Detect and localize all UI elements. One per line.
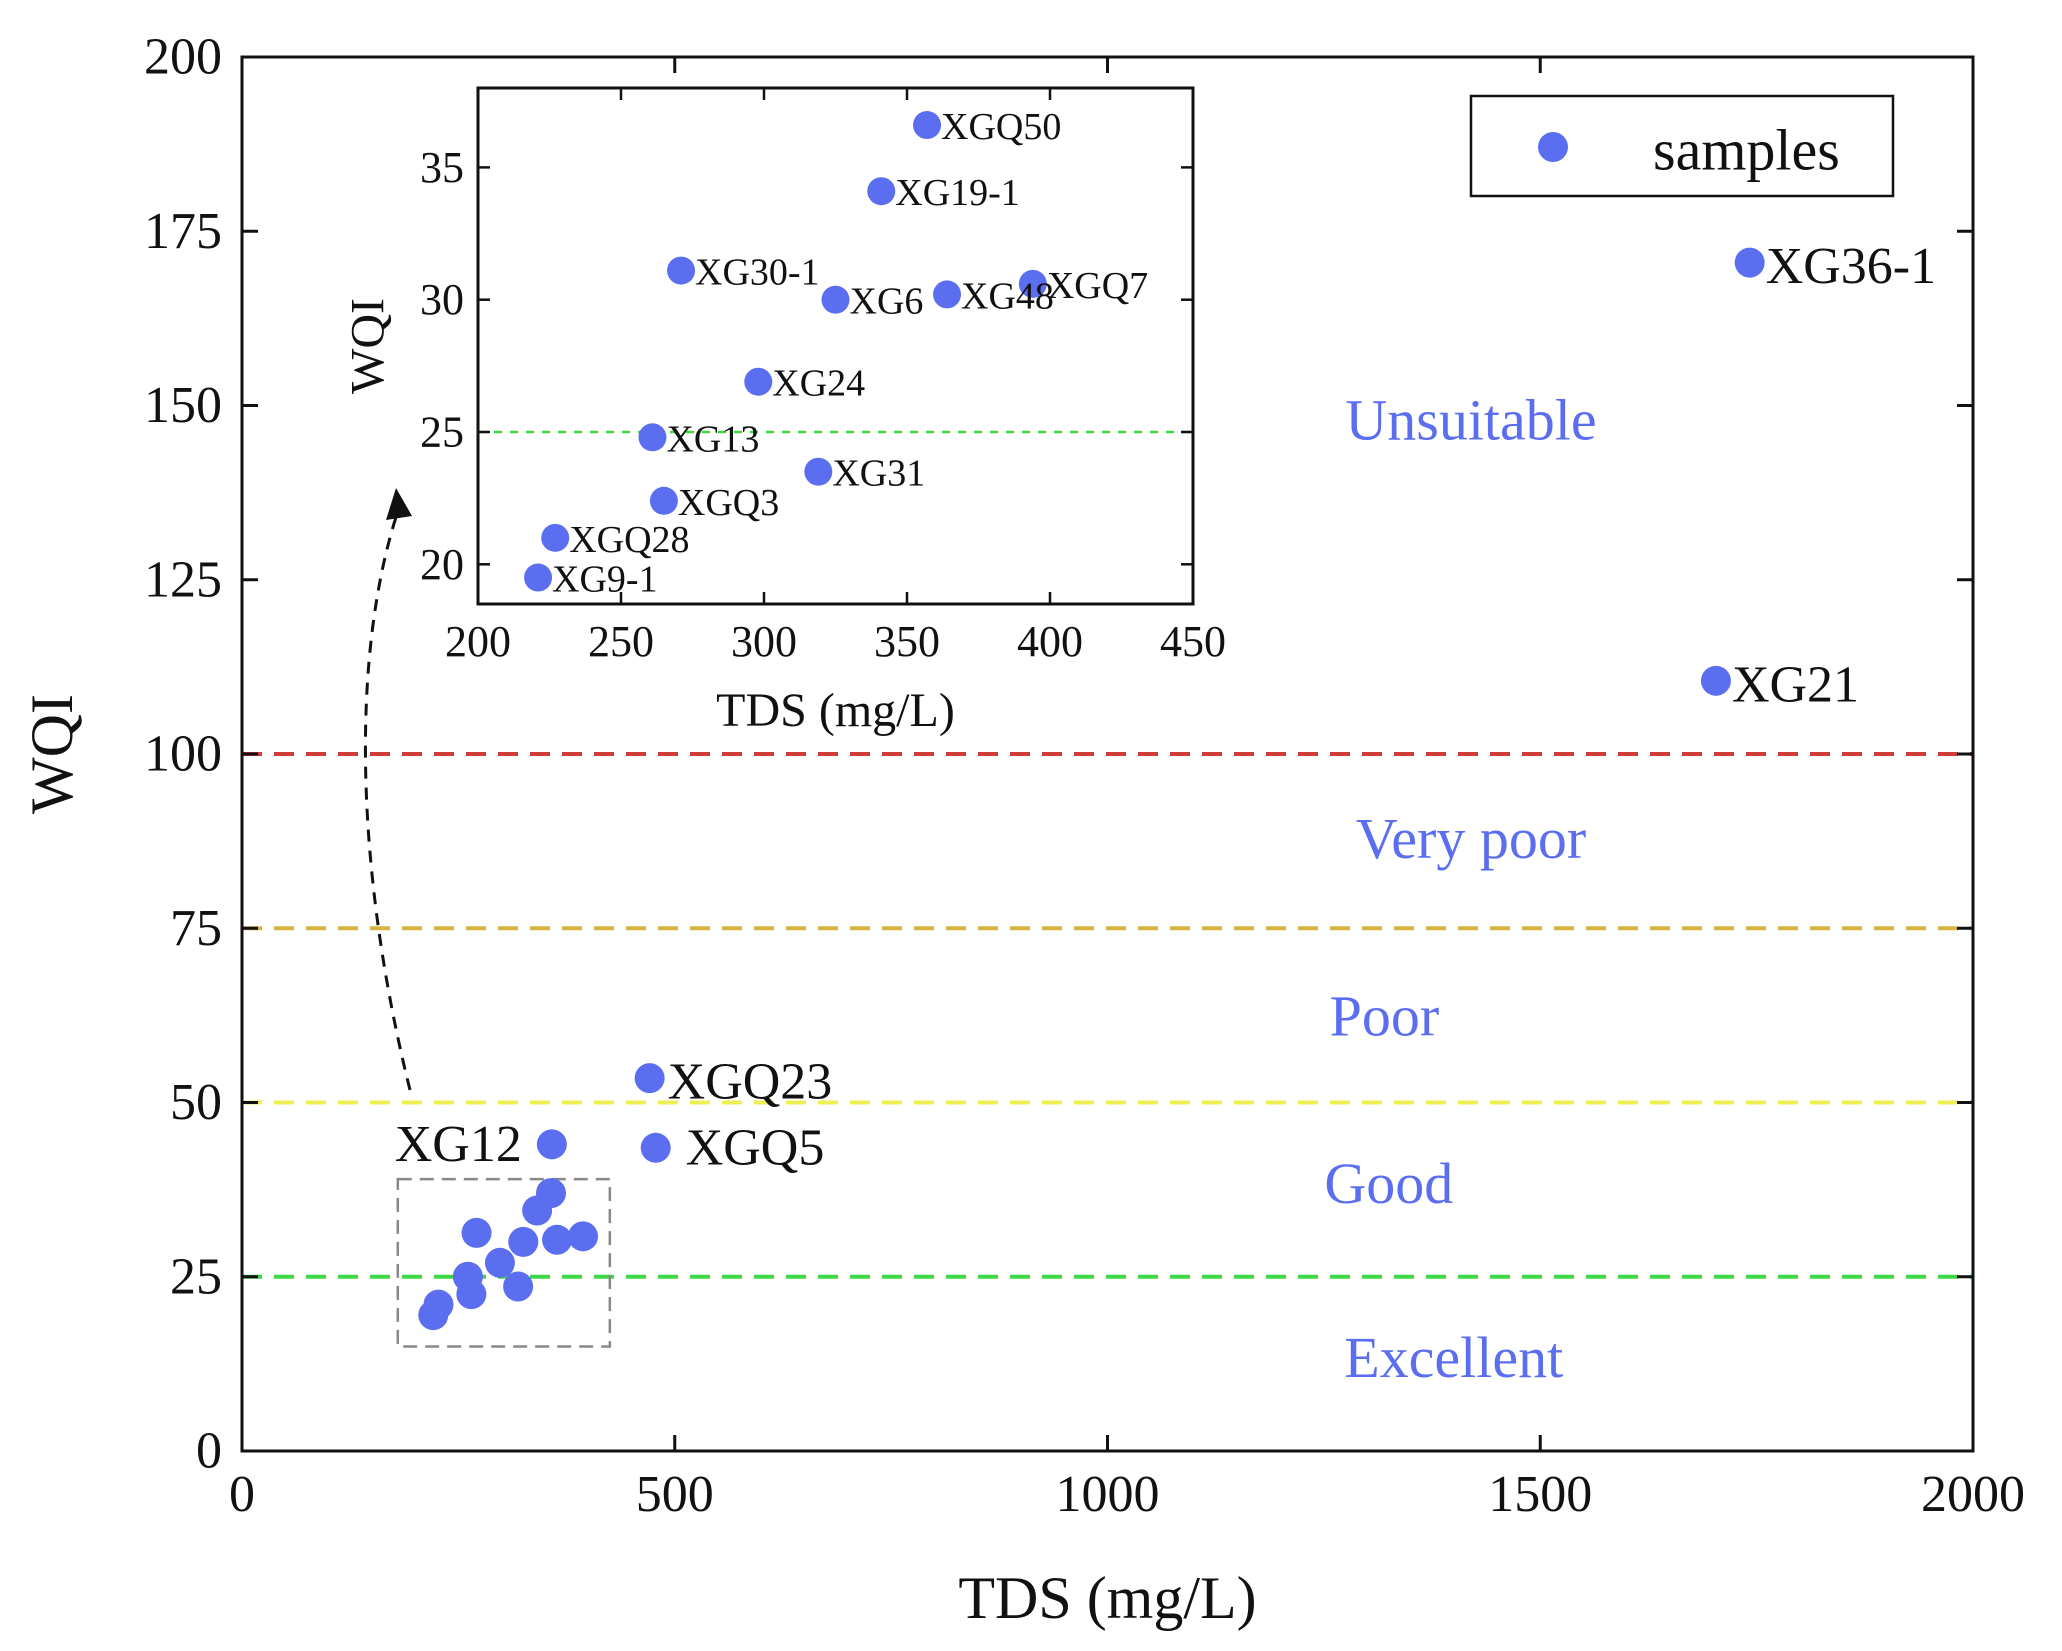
sample-point [1700,665,1731,696]
inset-y-tick-label: 25 [420,408,464,457]
sample-point [542,1224,573,1255]
inset-x-tick-label: 200 [445,617,511,666]
inset-sample-point [638,423,667,452]
inset-point-label: XG30-1 [695,252,820,294]
inset-point-label: XG9-1 [552,559,658,601]
inset-axes-frame [476,86,1195,606]
x-tick-label: 0 [229,1466,255,1523]
inset-x-tick-label: 450 [1160,617,1226,666]
zone-label: Unsuitable [1345,388,1596,453]
y-tick-label: 100 [144,726,222,783]
y-tick-label: 0 [196,1423,222,1480]
x-tick-label: 1000 [1056,1466,1160,1523]
inset-point-label: XG13 [666,418,759,460]
inset-sample-point [913,111,942,140]
sample-point [568,1221,599,1252]
inset-sample-point [821,285,850,314]
y-tick-label: 175 [144,203,222,260]
inset-point-label: XG48 [961,275,1054,317]
point-label: XG12 [395,1116,522,1173]
legend: samples [1469,94,1895,198]
inset-x-tick-label: 250 [588,617,654,666]
inset-point-label: XGQ3 [678,482,779,524]
x-tick-label: 2000 [1921,1466,2025,1523]
inset-point-label: XGQ50 [941,106,1061,148]
inset-y-tick-label: 20 [420,540,464,589]
inset-y-axis-title: WQI [342,298,395,394]
sample-point [456,1279,487,1310]
point-label: XGQ23 [668,1054,833,1111]
inset-sample-point [867,177,896,206]
inset-background [478,88,1193,604]
point-label: XGQ5 [686,1119,825,1176]
inset-x-tick-label: 350 [874,617,940,666]
sample-point [461,1217,492,1248]
inset-sample-point [933,280,962,309]
inset-sample-point [667,256,696,285]
sample-point [503,1271,534,1302]
y-tick-label: 125 [144,551,222,608]
inset-sample-point [804,457,833,486]
sample-point [634,1063,665,1094]
inset-point-label: XGQ7 [1047,265,1148,307]
inset-point-label: XGQ28 [569,519,689,561]
y-tick-label: 25 [170,1248,222,1305]
x-tick-label: 500 [636,1466,714,1523]
zone-label: Very poor [1356,806,1586,871]
point-label: XG21 [1732,656,1859,713]
sample-point [640,1132,671,1163]
zone-label: Poor [1330,984,1440,1049]
inset-sample-point [649,486,678,515]
sample-point [1734,247,1765,278]
zoom-arrow-head [386,488,412,520]
inset-plot: 200 250 300 350 400 450 20 25 30 35 TDS (mg/L) WQI X… [342,86,1226,737]
inset-sample-point [744,367,773,396]
zone-label: Good [1324,1151,1453,1216]
inset-x-axis-title: TDS (mg/L) [716,684,955,737]
sample-point [508,1226,539,1257]
sample-point [522,1195,553,1226]
y-tick-label: 50 [170,1074,222,1131]
x-tick-label: 1500 [1488,1466,1592,1523]
y-tick-label: 200 [144,29,222,86]
point-label: XG36-1 [1766,238,1936,295]
inset-y-tick-label: 35 [420,143,464,192]
zone-label: Excellent [1344,1325,1563,1390]
sample-point [484,1247,515,1278]
x-axis-title: TDS (mg/L) [958,1565,1256,1631]
inset-point-label: XG24 [772,363,865,405]
legend-label: samples [1653,118,1840,183]
sample-point [418,1300,449,1331]
inset-sample-point [541,523,570,552]
inset-point-label: XG31 [832,453,925,495]
zoom-region-box [396,1177,612,1348]
y-axis-title: WQI [19,694,85,814]
inset-sample-point [1018,269,1047,298]
y-tick-label: 150 [144,377,222,434]
sample-point [536,1129,567,1160]
y-tick-label: 75 [170,900,222,957]
inset-sample-point [524,563,553,592]
inset-x-tick-label: 300 [731,617,797,666]
inset-point-label: XG6 [850,281,924,323]
legend-marker [1538,132,1568,162]
zoom-arrow-line [363,504,412,1091]
inset-y-tick-label: 30 [420,275,464,324]
inset-point-label: XG19-1 [895,172,1020,214]
inset-x-tick-label: 400 [1017,617,1083,666]
